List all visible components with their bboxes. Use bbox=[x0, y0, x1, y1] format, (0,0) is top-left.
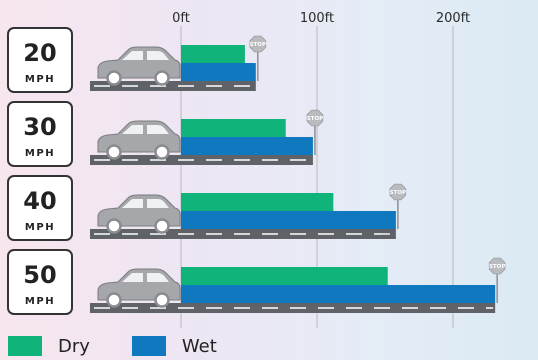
legend: Dry Wet bbox=[8, 335, 259, 357]
speed-rows: 20 MPH STOP 30 MPH STOP 40 MPH STOP 50 MPH STOP bbox=[7, 27, 506, 315]
road bbox=[90, 155, 313, 165]
bar-wet bbox=[181, 211, 396, 229]
legend-swatch-wet bbox=[131, 336, 166, 356]
car-window-front bbox=[122, 273, 143, 282]
x-tick-label-0: 0ft bbox=[172, 11, 190, 26]
stop-sign-text: STOP bbox=[307, 116, 323, 122]
bar-wet bbox=[181, 63, 256, 81]
x-tick-label-200: 200ft bbox=[436, 11, 470, 26]
car-wheel-front bbox=[106, 70, 122, 86]
car-wheel-rear bbox=[154, 218, 170, 234]
speed-row-40: 40 MPH STOP bbox=[7, 175, 407, 241]
speed-value: 20 bbox=[23, 39, 56, 67]
speed-badge bbox=[7, 101, 73, 167]
speed-value: 50 bbox=[23, 261, 56, 289]
stop-sign-icon bbox=[249, 35, 267, 53]
speed-row-30: 30 MPH STOP bbox=[7, 101, 324, 167]
car-window-rear bbox=[147, 51, 169, 60]
speed-row-20: 20 MPH STOP bbox=[7, 27, 267, 93]
bar-wet bbox=[181, 137, 313, 155]
x-axis-ticks: 0ft100ft200ft300ft400ft500ft bbox=[172, 11, 470, 26]
car-window-rear bbox=[147, 125, 169, 134]
speed-value: 40 bbox=[23, 187, 56, 215]
car-wheel-rear bbox=[154, 292, 170, 308]
car-window-front bbox=[122, 125, 143, 134]
stop-sign-text: STOP bbox=[390, 190, 406, 196]
speed-unit: MPH bbox=[25, 148, 55, 159]
legend-swatch-dry bbox=[8, 336, 42, 356]
speed-unit: MPH bbox=[25, 296, 55, 307]
stop-sign-text: STOP bbox=[489, 264, 505, 270]
car-icon bbox=[97, 46, 181, 86]
bar-wet bbox=[181, 285, 496, 303]
car-window-front bbox=[122, 199, 143, 208]
speed-badge bbox=[7, 27, 73, 93]
speed-badge bbox=[7, 175, 73, 241]
car-wheel-rear bbox=[154, 70, 170, 86]
bar-dry bbox=[181, 45, 245, 63]
bar-dry bbox=[181, 267, 388, 285]
car-icon bbox=[97, 268, 181, 308]
car-wheel-front bbox=[106, 218, 122, 234]
speed-unit: MPH bbox=[25, 222, 55, 233]
x-tick-label-100: 100ft bbox=[300, 11, 334, 26]
car-window-rear bbox=[147, 199, 169, 208]
stop-sign-icon bbox=[389, 183, 407, 201]
car-wheel-front bbox=[106, 292, 122, 308]
car-wheel-front bbox=[106, 144, 122, 160]
speed-unit: MPH bbox=[25, 74, 55, 85]
legend-label-dry: Dry bbox=[58, 335, 90, 357]
bar-dry bbox=[181, 193, 334, 211]
stop-sign-icon bbox=[306, 109, 324, 127]
speed-badge bbox=[7, 249, 73, 315]
car-window-front bbox=[122, 51, 143, 60]
stop-sign-text: STOP bbox=[250, 42, 266, 48]
speed-value: 30 bbox=[23, 113, 56, 141]
car-wheel-rear bbox=[154, 144, 170, 160]
road bbox=[90, 81, 256, 91]
bar-dry bbox=[181, 119, 286, 137]
car-icon bbox=[97, 120, 181, 160]
stop-sign-icon bbox=[488, 257, 506, 275]
speed-row-50: 50 MPH STOP bbox=[7, 249, 506, 315]
car-icon bbox=[97, 194, 181, 234]
car-window-rear bbox=[147, 273, 169, 282]
legend-label-wet: Wet bbox=[181, 335, 217, 357]
